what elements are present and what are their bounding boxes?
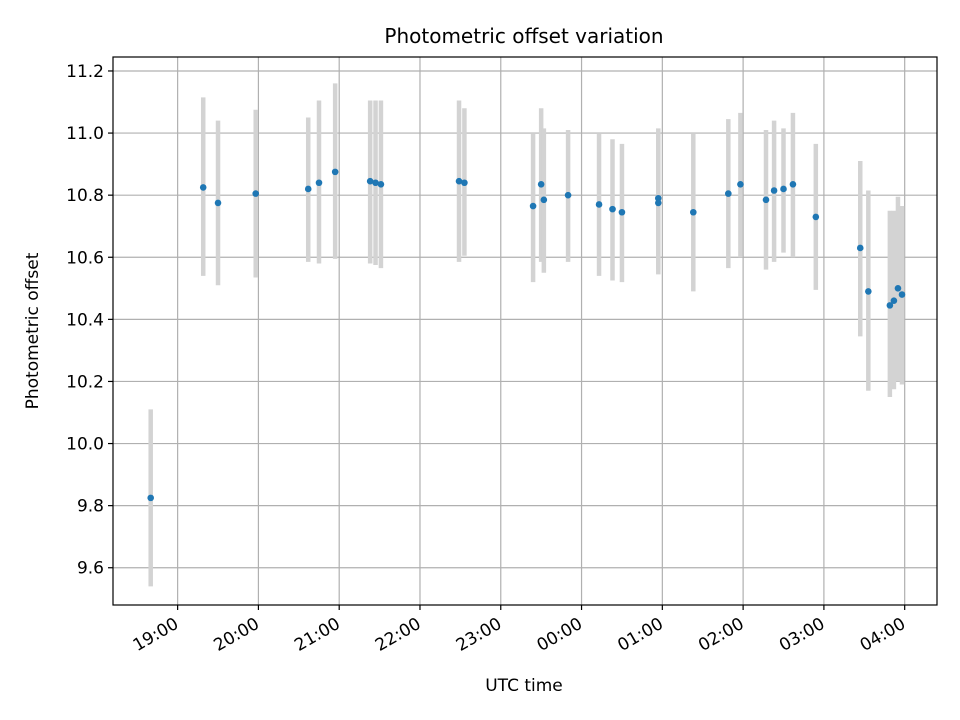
data-point xyxy=(812,213,820,221)
data-point xyxy=(890,297,898,305)
data-point xyxy=(372,179,379,187)
data-point xyxy=(780,185,787,193)
data-point xyxy=(595,201,603,208)
x-tick-label: 21:00 xyxy=(291,614,343,656)
data-point xyxy=(455,177,463,185)
x-tick-label: 00:00 xyxy=(534,614,586,656)
y-tick-label: 10.0 xyxy=(66,435,104,455)
data-point xyxy=(537,180,545,188)
chart-title: Photometric offset variation xyxy=(384,24,663,48)
data-point xyxy=(894,285,902,292)
data-point xyxy=(214,199,222,207)
x-axis-label: UTC time xyxy=(485,676,563,696)
plot-frame xyxy=(112,56,938,606)
data-point xyxy=(725,190,732,197)
y-tick-label: 10.6 xyxy=(66,248,104,268)
data-point xyxy=(856,244,864,252)
data-point xyxy=(461,179,468,187)
data-point xyxy=(529,202,537,210)
y-tick-label: 9.8 xyxy=(77,497,104,517)
x-tick-label: 19:00 xyxy=(130,614,182,656)
error-bars xyxy=(148,83,905,587)
data-point xyxy=(252,190,260,197)
data-point xyxy=(147,494,154,502)
x-tick-label: 20:00 xyxy=(210,614,262,656)
data-point xyxy=(737,180,744,188)
data-point xyxy=(654,199,662,207)
x-tick-label: 01:00 xyxy=(614,614,666,656)
y-tick-label: 11.0 xyxy=(66,124,104,144)
y-tick-label: 10.8 xyxy=(66,186,104,206)
data-point xyxy=(654,194,662,202)
y-tick-label: 10.2 xyxy=(66,372,104,392)
y-tick-label: 9.6 xyxy=(77,559,104,579)
grid xyxy=(113,57,937,605)
data-point xyxy=(304,185,312,193)
x-tick-label: 02:00 xyxy=(695,614,747,656)
y-axis-ticks: 9.6 9.8 10.0 10.2 10.4 10.6 10.8 11.0 11.2 xyxy=(66,62,113,579)
data-point xyxy=(886,302,894,309)
data-point xyxy=(690,208,697,216)
data-point xyxy=(315,179,323,187)
x-tick-label: 04:00 xyxy=(857,614,909,656)
data-point xyxy=(377,180,385,188)
data-point xyxy=(898,291,906,298)
data-point xyxy=(540,196,548,204)
x-tick-label: 23:00 xyxy=(453,614,505,656)
data-point xyxy=(618,208,626,216)
data-point xyxy=(366,177,374,185)
data-point xyxy=(199,184,207,191)
data-point xyxy=(609,205,616,213)
data-point xyxy=(865,288,872,295)
x-tick-label: 03:00 xyxy=(776,614,828,656)
data-point xyxy=(331,168,339,176)
data-point xyxy=(564,191,572,199)
data-point xyxy=(789,180,797,188)
data-points xyxy=(147,168,906,502)
y-axis-label: Photometric offset xyxy=(23,252,43,409)
data-point xyxy=(762,196,770,204)
x-tick-label: 22:00 xyxy=(372,614,424,656)
y-tick-label: 10.4 xyxy=(66,310,104,330)
data-point xyxy=(770,187,778,194)
x-axis-ticks: 19:00 20:00 21:00 22:00 23:00 00:00 01:00 02:00… xyxy=(130,605,909,656)
y-tick-label: 11.2 xyxy=(66,62,104,82)
